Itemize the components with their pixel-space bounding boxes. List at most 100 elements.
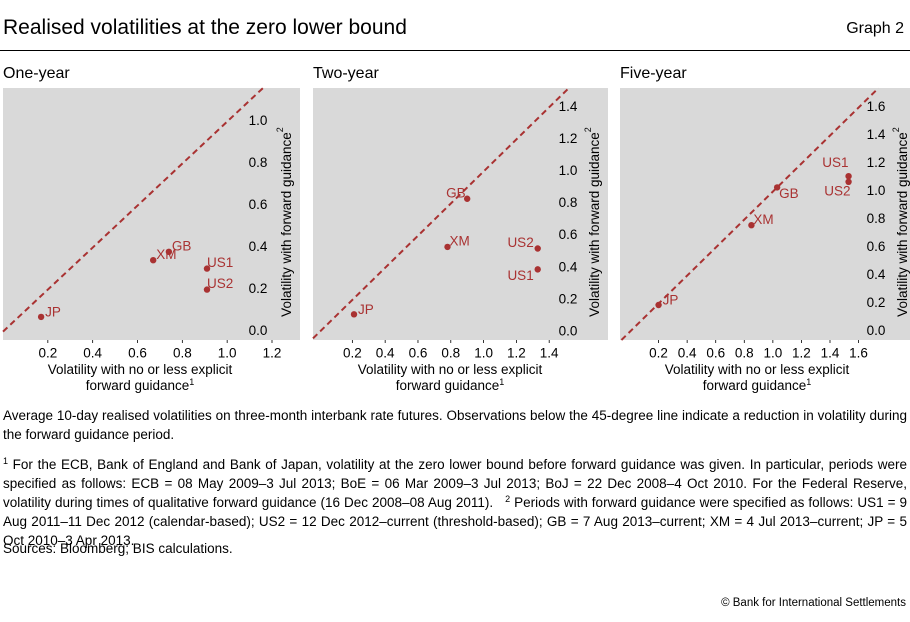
point-label: US1 xyxy=(507,268,533,283)
y-axis-label-text: Volatility with forward guidance xyxy=(279,132,294,317)
x-tick-label: 0.6 xyxy=(409,346,428,361)
y-tick-label: 1.0 xyxy=(559,163,578,178)
footnote-text: Periods with forward guidance were speci… xyxy=(3,495,907,548)
footnote-marker: 1 xyxy=(189,377,195,387)
header-rule xyxy=(0,50,910,51)
y-tick-label: 0.0 xyxy=(867,323,886,338)
point-label: JP xyxy=(358,302,374,317)
footnote-marker: 1 xyxy=(3,456,9,466)
charts: One-year 0.0 0.2 0.4 0.6 0.8 1.0 0.2 0.4 0.6 0.8 1.… xyxy=(2,65,910,361)
x-tick-label: 0.2 xyxy=(343,346,362,361)
notes: Average 10-day realised volatilities on … xyxy=(3,408,907,442)
x-tick-label: 0.8 xyxy=(173,346,192,361)
x-tick-label: 1.0 xyxy=(474,346,493,361)
x-tick-label: 1.4 xyxy=(540,346,559,361)
x-tick-label: 0.4 xyxy=(678,346,697,361)
x-tick-label: 1.0 xyxy=(763,346,782,361)
y-axis-label: Volatility with forward guidance2 xyxy=(275,127,293,317)
y-tick-label: 1.0 xyxy=(249,113,268,128)
plot-area xyxy=(3,88,300,340)
x-tick-label: 1.2 xyxy=(263,346,282,361)
footnote-text: For the ECB, Bank of England and Bank of… xyxy=(3,457,907,510)
x-tick-label: 1.6 xyxy=(849,346,868,361)
x-axis-label-text: Volatility with no or less explicit forw… xyxy=(357,362,543,393)
sources: Sources: Bloomberg; BIS calculations. xyxy=(3,541,233,556)
point-label: GB xyxy=(779,186,799,201)
x-tick-label: 0.6 xyxy=(706,346,725,361)
point xyxy=(845,178,852,185)
y-axis-label: Volatility with forward guidance2 xyxy=(891,127,909,317)
point xyxy=(203,265,211,272)
plot-area xyxy=(620,88,910,340)
y-tick-label: 0.8 xyxy=(559,195,578,210)
y-tick-label: 1.2 xyxy=(867,155,886,170)
point-label: XM xyxy=(753,212,773,227)
y-tick-label: 0.0 xyxy=(559,324,578,339)
y-tick-label: 0.6 xyxy=(867,239,886,254)
point xyxy=(534,245,541,252)
x-tick-label: 0.4 xyxy=(83,346,102,361)
footnote-marker: 1 xyxy=(499,377,505,387)
x-axis-label-text: Volatility with no or less explicit forw… xyxy=(47,362,233,393)
point-label: JP xyxy=(663,293,679,308)
x-tick-label: 1.2 xyxy=(792,346,811,361)
y-tick-label: 0.4 xyxy=(867,267,886,282)
copyright: © Bank for International Settlements xyxy=(721,597,906,609)
reference-line xyxy=(620,87,880,341)
y-tick-label: 1.2 xyxy=(559,131,578,146)
y-axis-label-text: Volatility with forward guidance xyxy=(895,132,910,317)
point xyxy=(350,311,358,318)
point xyxy=(149,257,157,264)
footnote-marker: 2 xyxy=(275,127,285,132)
title: Realised volatilities at the zero lower … xyxy=(3,16,407,39)
point xyxy=(655,301,662,309)
x-tick-label: 0.4 xyxy=(376,346,395,361)
y-tick-label: 1.4 xyxy=(867,127,886,142)
x-axis-label: Volatility with no or less explicit forw… xyxy=(30,362,250,394)
y-tick-label: 0.2 xyxy=(867,295,886,310)
footnote-marker: 2 xyxy=(891,127,901,132)
point xyxy=(444,243,451,251)
point-label: US1 xyxy=(207,255,233,270)
panel-title: Two-year xyxy=(313,65,379,82)
panel-title: One-year xyxy=(3,65,70,82)
y-tick-label: 0.4 xyxy=(559,259,578,274)
y-tick-label: 0.2 xyxy=(249,281,268,296)
point-label: XM xyxy=(450,233,470,248)
x-tick-label: 1.4 xyxy=(821,346,840,361)
plot-area xyxy=(313,88,608,340)
y-axis-label-text: Volatility with forward guidance xyxy=(587,132,602,317)
footnotes: 1 For the ECB, Bank of England and Bank … xyxy=(3,455,907,550)
point-label: US1 xyxy=(822,155,848,170)
y-tick-label: 1.0 xyxy=(867,183,886,198)
point xyxy=(748,222,755,229)
point-label: US2 xyxy=(507,235,533,250)
x-axis-label: Volatility with no or less explicit forw… xyxy=(340,362,560,394)
y-tick-label: 0.6 xyxy=(559,227,578,242)
point-label: US2 xyxy=(207,276,233,291)
footnote-marker: 2 xyxy=(583,127,593,132)
y-tick-label: 0.8 xyxy=(867,211,886,226)
panel-title: Five-year xyxy=(620,65,687,82)
graph-label: Graph 2 xyxy=(846,20,904,37)
point xyxy=(203,286,211,293)
point-label: GB xyxy=(172,238,192,253)
y-tick-label: 1.4 xyxy=(559,99,578,114)
point-label: JP xyxy=(45,304,61,319)
x-tick-label: 1.0 xyxy=(218,346,237,361)
point-label: US2 xyxy=(824,183,850,198)
point-label: GB xyxy=(446,185,466,200)
y-tick-label: 1.6 xyxy=(867,99,886,114)
x-tick-label: 0.2 xyxy=(649,346,668,361)
point xyxy=(773,184,781,191)
footnote-marker: 1 xyxy=(806,377,812,387)
y-tick-label: 0.4 xyxy=(249,239,268,254)
x-tick-label: 0.8 xyxy=(441,346,460,361)
x-axis-label-text: Volatility with no or less explicit forw… xyxy=(664,362,850,393)
point xyxy=(845,173,852,180)
y-tick-label: 0.2 xyxy=(559,291,578,306)
x-tick-label: 0.6 xyxy=(128,346,147,361)
x-tick-label: 0.8 xyxy=(735,346,754,361)
x-tick-label: 1.2 xyxy=(507,346,526,361)
